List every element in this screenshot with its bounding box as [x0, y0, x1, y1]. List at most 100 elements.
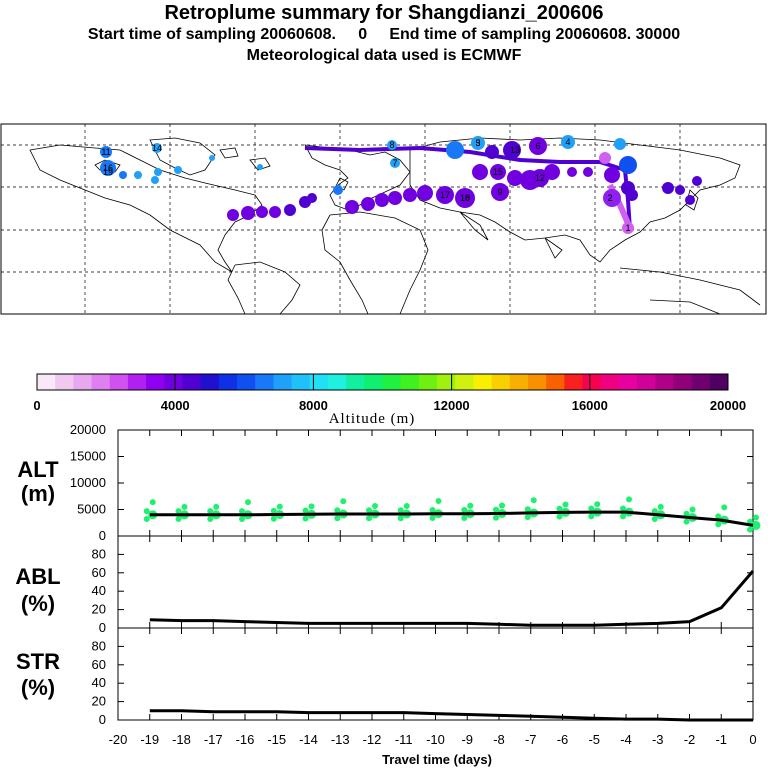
plume-blob: [599, 152, 611, 164]
plume-blob: [603, 189, 621, 207]
colorbar-swatch: [200, 374, 220, 390]
colorbar-label: Altitude (m): [329, 411, 416, 427]
plume-blob: [333, 185, 343, 195]
colorbar-swatch: [364, 374, 383, 390]
colorbar-swatch: [637, 374, 656, 390]
particle-marker: [499, 502, 505, 509]
particle-marker: [594, 501, 601, 508]
plume-blob: [544, 164, 560, 180]
particle-marker: [689, 506, 696, 513]
particle-marker: [626, 496, 632, 503]
particle-marker: [657, 503, 664, 510]
panel-frame: [117, 627, 754, 721]
particle-marker: [683, 510, 690, 517]
colorbar-swatch: [655, 374, 674, 390]
particle-marker: [403, 503, 410, 510]
colorbar-swatch: [37, 374, 56, 390]
plume-blob: [100, 146, 112, 158]
particle-marker: [175, 508, 182, 515]
particle-marker: [683, 518, 690, 525]
plume-blob: [227, 209, 239, 221]
plume-day-label: 6: [535, 141, 540, 151]
x-tick-label: -17: [204, 732, 223, 747]
colorbar-swatch: [91, 374, 111, 390]
panel-unit-label: (%): [21, 591, 55, 616]
colorbar-swatch: [109, 374, 129, 390]
particle-marker: [715, 513, 722, 520]
colorbar-swatch: [564, 374, 584, 390]
particle-marker: [429, 514, 436, 521]
plume-blob: [455, 188, 475, 208]
colorbar-swatch: [509, 374, 529, 390]
x-tick-label: -8: [493, 732, 505, 747]
plume-day-label: 16: [103, 163, 113, 173]
colorbar-swatch: [55, 374, 74, 390]
x-tick-label: -3: [652, 732, 664, 747]
x-tick-label: 0: [749, 732, 756, 747]
plume-blob: [390, 158, 400, 168]
particle-marker: [397, 507, 404, 514]
y-tick-label: 0: [99, 712, 106, 727]
x-axis-label: Travel time (days): [382, 752, 492, 767]
colorbar-tick-label: 16000: [572, 398, 608, 413]
colorbar-tick-label: 8000: [299, 398, 328, 413]
x-tick-label: -18: [172, 732, 191, 747]
colorbar-swatch: [582, 374, 602, 390]
particle-marker: [207, 516, 214, 523]
colorbar-swatch: [273, 374, 293, 390]
plume-blob: [692, 176, 702, 186]
colorbar-swatch: [382, 374, 402, 390]
plume-blob: [529, 137, 547, 155]
plume-blob: [619, 156, 637, 174]
particle-marker: [493, 514, 499, 521]
panel-label: ABL: [15, 564, 60, 589]
colorbar-tick-label: 0: [33, 398, 40, 413]
particle-marker: [175, 516, 182, 523]
plume-blob: [361, 197, 375, 211]
plume-day-label: 8: [389, 140, 394, 150]
plume-blob: [567, 167, 577, 177]
colorbar-swatch: [164, 374, 183, 390]
panel-unit-label: (%): [21, 675, 55, 700]
plume-blob: [345, 200, 359, 214]
particle-marker: [245, 499, 251, 506]
particle-marker: [715, 521, 722, 528]
particle-marker: [213, 503, 220, 510]
colorbar-swatch: [237, 374, 256, 390]
colorbar-swatch: [73, 374, 93, 390]
plume-blob: [307, 193, 317, 203]
particle-marker: [308, 503, 315, 510]
plume-blob: [134, 171, 142, 179]
plume-blob: [209, 155, 215, 161]
plume-day-label: 9: [497, 187, 502, 197]
particle-marker: [334, 507, 341, 514]
plume-day-label: 1: [625, 223, 630, 233]
colorbar-tick-label: 12000: [434, 398, 470, 413]
particle-marker: [524, 506, 531, 513]
particle-marker: [302, 515, 309, 522]
met-data-line: Meteorological data used is ECMWF: [246, 47, 522, 64]
plume-blob: [622, 222, 634, 234]
plume-blob: [490, 164, 506, 180]
plume-blob: [174, 166, 182, 174]
y-tick-label: 20: [92, 694, 106, 709]
particle-marker: [435, 498, 442, 505]
x-tick-label: -16: [236, 732, 255, 747]
particle-marker: [334, 515, 341, 522]
colorbar-swatch: [400, 374, 420, 390]
y-tick-label: 80: [92, 546, 106, 561]
plume-blob: [154, 168, 162, 176]
plume-blob: [417, 185, 433, 201]
y-tick-label: 40: [92, 675, 106, 690]
particle-marker: [340, 498, 347, 505]
plume-blob: [403, 188, 417, 202]
colorbar-swatch: [182, 374, 202, 390]
plume-day-label: 4: [565, 137, 570, 147]
colorbar-swatch: [600, 374, 620, 390]
colorbar-swatch: [618, 374, 638, 390]
plume-blob: [446, 141, 464, 159]
particle-marker: [143, 516, 150, 523]
colorbar-swatch: [218, 374, 238, 390]
